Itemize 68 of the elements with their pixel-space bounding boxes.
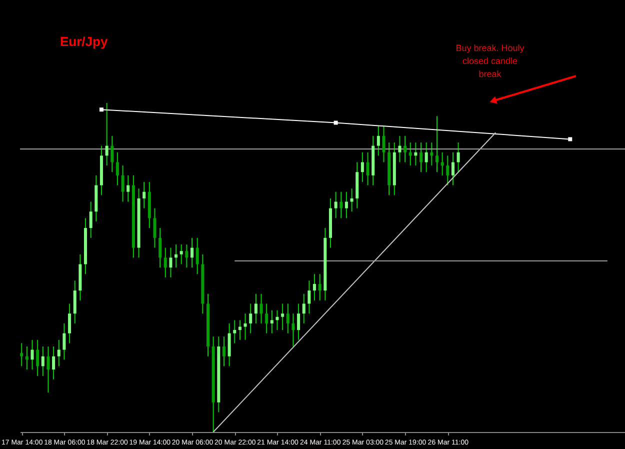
candlestick bbox=[436, 116, 439, 173]
candlestick bbox=[222, 336, 226, 367]
candlestick bbox=[424, 142, 428, 173]
candlestick bbox=[308, 280, 311, 314]
candlestick bbox=[196, 237, 199, 275]
candlestick bbox=[334, 191, 338, 219]
candlestick bbox=[62, 322, 66, 360]
candlestick bbox=[164, 247, 167, 278]
candlestick bbox=[451, 152, 454, 186]
candlestick bbox=[25, 346, 28, 370]
candlestick bbox=[180, 244, 183, 265]
candlestick bbox=[249, 303, 252, 334]
candlestick bbox=[110, 135, 114, 173]
candlestick bbox=[20, 342, 24, 367]
candlestick bbox=[302, 293, 306, 324]
candlestick bbox=[46, 346, 50, 394]
candlestick bbox=[57, 339, 60, 367]
candlestick bbox=[456, 142, 460, 173]
candlestick bbox=[382, 126, 386, 163]
candlestick bbox=[254, 293, 258, 324]
candlestick bbox=[376, 126, 380, 156]
candlestick bbox=[265, 303, 268, 334]
candlestick bbox=[420, 142, 423, 173]
candlestick bbox=[318, 274, 322, 301]
candlestick bbox=[340, 191, 343, 219]
text: Buy break. Houly closed candle break bbox=[456, 43, 525, 79]
candlestick bbox=[169, 247, 172, 278]
candlestick bbox=[238, 320, 242, 340]
candlestick bbox=[292, 313, 295, 347]
candlestick bbox=[360, 152, 364, 182]
candlestick bbox=[366, 152, 370, 186]
chart-title: Eur/Jpy bbox=[60, 34, 108, 49]
candlestick bbox=[233, 320, 236, 344]
candlestick bbox=[116, 152, 119, 186]
candlestick bbox=[158, 228, 162, 268]
candlestick bbox=[105, 102, 108, 166]
candlestick bbox=[30, 339, 34, 370]
candlestick bbox=[440, 152, 444, 176]
candlestick bbox=[73, 280, 76, 324]
candlestick bbox=[228, 322, 231, 367]
candlestick bbox=[36, 339, 40, 377]
candlestick bbox=[286, 303, 290, 334]
candlestick bbox=[153, 208, 156, 248]
candlestick bbox=[281, 303, 284, 331]
candlestick bbox=[68, 303, 72, 344]
candlestick bbox=[408, 142, 412, 166]
candlestick bbox=[121, 165, 124, 202]
candlestick bbox=[270, 310, 274, 334]
candlestick bbox=[52, 346, 56, 380]
candlestick bbox=[185, 244, 188, 268]
candlestick bbox=[41, 346, 44, 377]
candlestick bbox=[126, 174, 130, 202]
candlestick bbox=[350, 188, 354, 212]
candlestick bbox=[398, 135, 402, 163]
candlestick bbox=[260, 293, 263, 324]
candlestick bbox=[244, 313, 247, 340]
candlestick bbox=[344, 191, 348, 219]
candlestick bbox=[313, 274, 316, 301]
candlestick bbox=[404, 135, 407, 163]
candlestick bbox=[414, 142, 418, 166]
candlestick bbox=[446, 155, 450, 186]
candlestick bbox=[142, 181, 146, 209]
candlestick bbox=[174, 244, 178, 268]
candlestick bbox=[297, 303, 300, 340]
candlestick bbox=[430, 142, 434, 166]
candlestick bbox=[89, 201, 92, 238]
candlestick bbox=[276, 310, 279, 331]
candlestick bbox=[190, 237, 194, 268]
